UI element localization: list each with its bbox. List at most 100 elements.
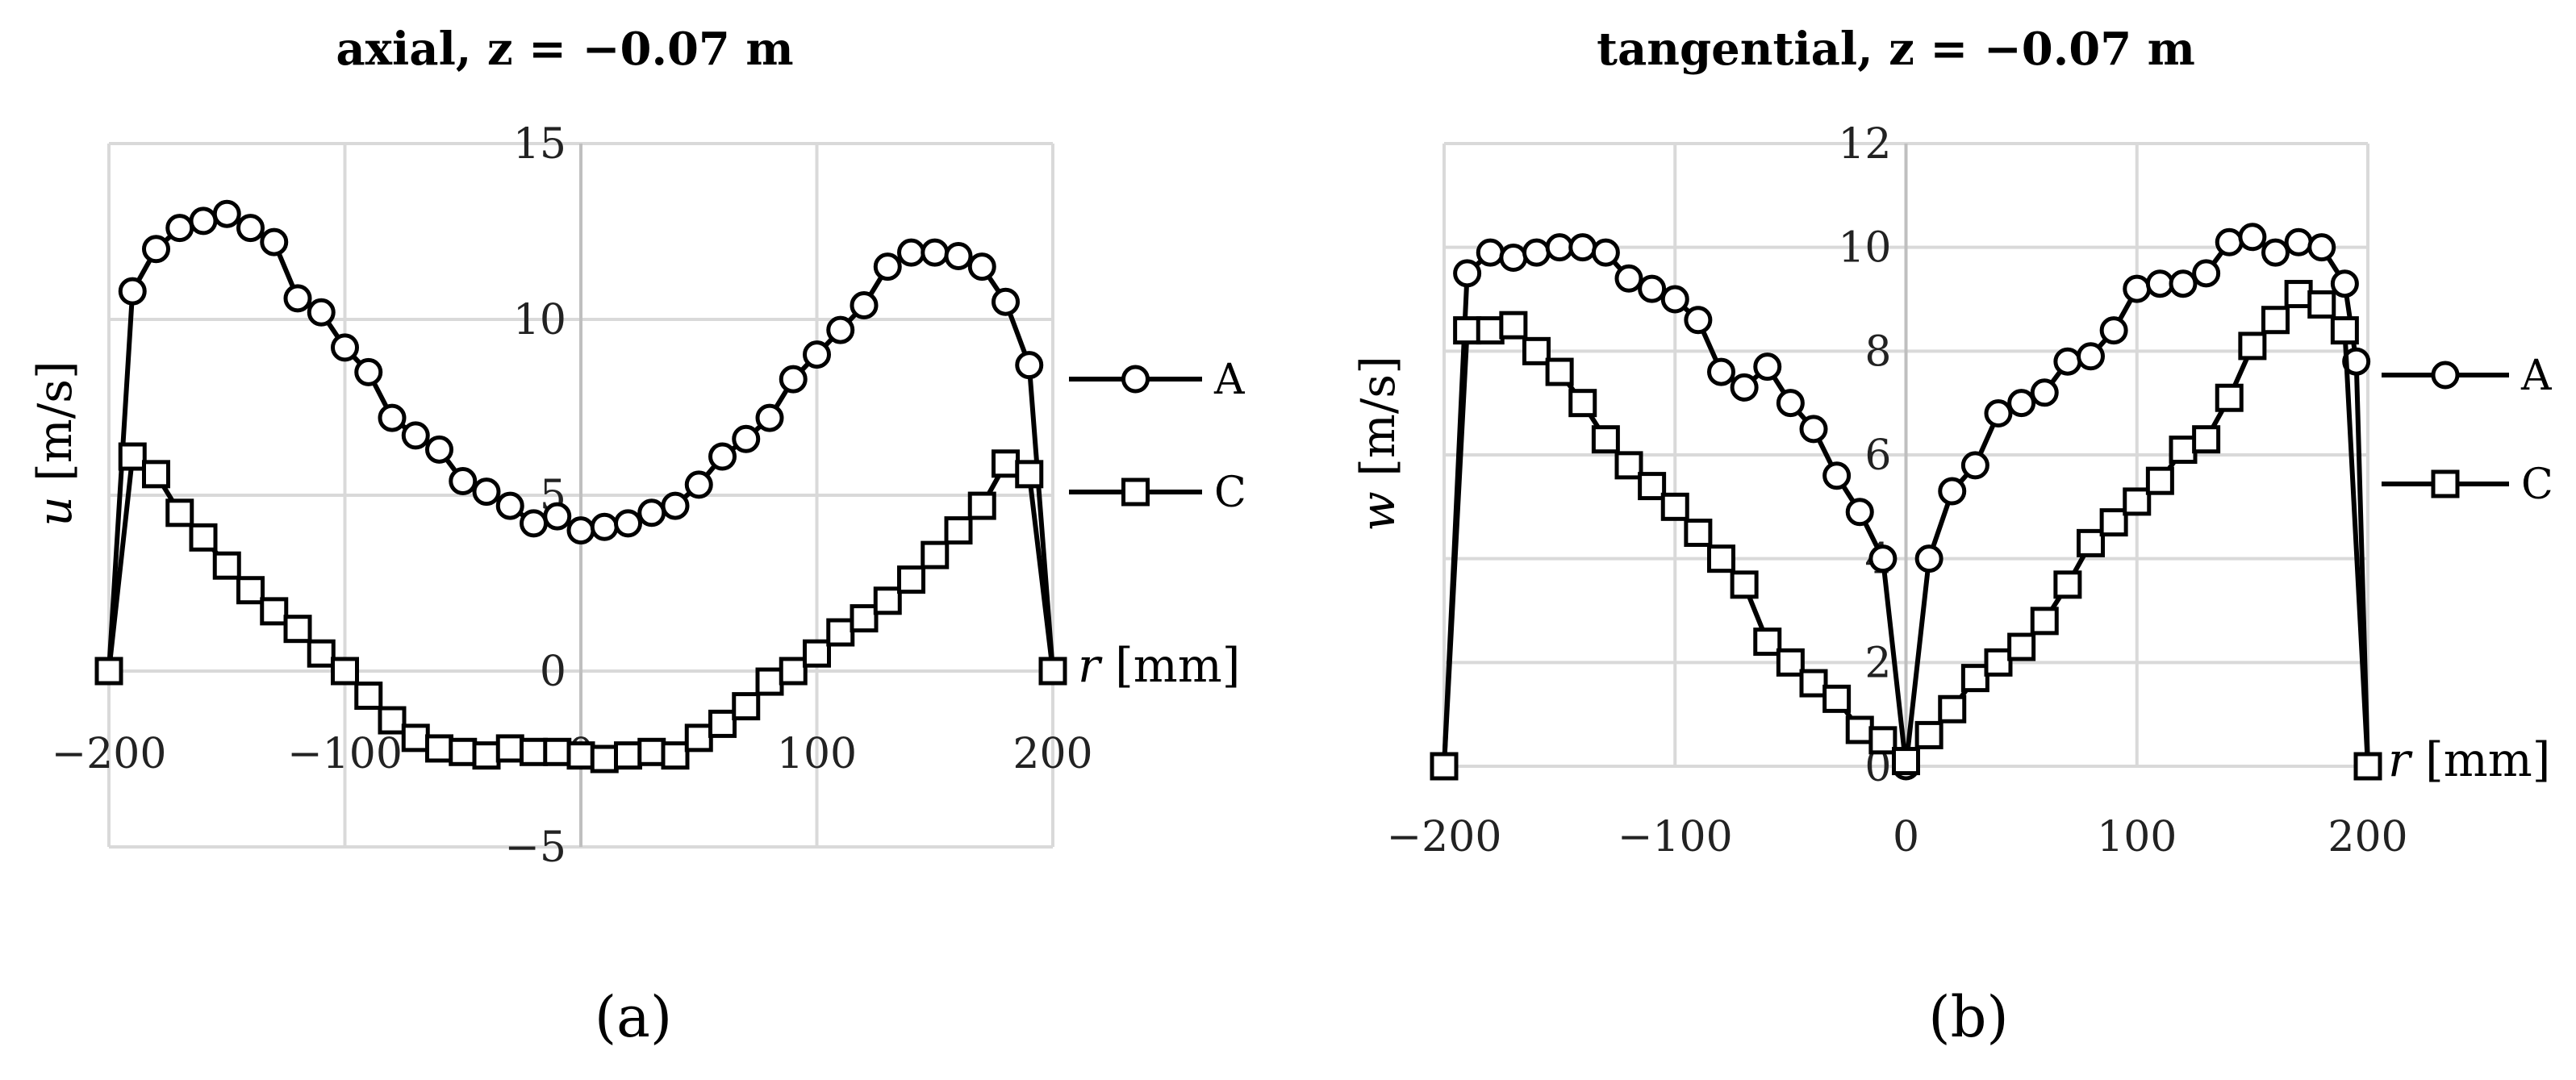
- point-b-C-21: [1914, 720, 1943, 749]
- point-a-A-6: [236, 214, 265, 243]
- point-a-C-21: [590, 744, 619, 774]
- point-b-A-34: [2215, 227, 2244, 256]
- point-a-C-12: [378, 706, 407, 735]
- point-a-A-14: [425, 435, 453, 464]
- y-tick-label-b-4: 8: [1864, 327, 1891, 376]
- point-a-C-40: [1038, 657, 1067, 686]
- point-b-C-0: [1430, 752, 1459, 781]
- point-b-C-11: [1684, 519, 1713, 547]
- point-a-C-37: [967, 491, 996, 520]
- point-b-C-12: [1707, 544, 1735, 573]
- point-a-C-24: [661, 741, 690, 770]
- point-b-A-3: [1499, 244, 1528, 273]
- point-a-C-5: [212, 551, 241, 580]
- point-a-C-4: [189, 523, 218, 552]
- point-a-C-22: [614, 741, 642, 770]
- point-b-C-31: [2145, 466, 2174, 495]
- point-a-A-28: [755, 403, 784, 432]
- point-a-C-25: [684, 723, 713, 753]
- point-b-C-36: [2261, 306, 2290, 335]
- point-a-C-36: [944, 516, 973, 545]
- point-a-A-12: [378, 403, 407, 432]
- chart-b-title: tangential, z = −0.07 m: [1597, 23, 2195, 76]
- point-a-A-25: [684, 470, 713, 499]
- point-b-C-13: [1730, 570, 1759, 599]
- point-b-A-31: [2145, 269, 2174, 298]
- y-axis-label-a: u [m/s]: [27, 361, 82, 526]
- point-a-A-9: [307, 298, 336, 327]
- point-b-C-29: [2099, 508, 2128, 537]
- y-tick-label-b-3: 6: [1864, 432, 1891, 480]
- legend-marker-a-A: [1121, 365, 1150, 394]
- point-a-A-7: [260, 227, 289, 256]
- point-a-A-2: [142, 235, 170, 264]
- point-b-C-26: [2030, 607, 2059, 636]
- point-a-C-39: [1015, 460, 1044, 489]
- x-tick-label-b-2: 0: [1893, 813, 1919, 861]
- x-axis-label-b: r [mm]: [2388, 732, 2550, 787]
- point-b-A-38: [2307, 233, 2336, 262]
- point-b-C-37: [2284, 280, 2313, 309]
- point-b-C-3: [1499, 311, 1528, 340]
- point-b-A-11: [1684, 306, 1713, 335]
- point-b-C-14: [1753, 628, 1782, 657]
- point-a-C-33: [873, 586, 902, 615]
- caption-b: (b): [1928, 984, 2008, 1050]
- point-b-A-22: [1938, 477, 1967, 506]
- point-a-A-26: [708, 442, 737, 471]
- point-a-C-20: [566, 741, 595, 770]
- point-b-C-27: [2053, 570, 2082, 599]
- y-axis-label-b: w [m/s]: [1351, 356, 1405, 532]
- point-a-A-16: [472, 477, 501, 507]
- x-tick-label-b-1: −100: [1618, 813, 1733, 861]
- caption-a: (a): [595, 984, 672, 1050]
- point-a-A-32: [850, 291, 879, 320]
- point-b-A-14: [1753, 352, 1782, 382]
- panel-a-axial: axial, z = −0.07 m −5051015−200−10001002…: [27, 23, 1246, 1050]
- point-b-A-33: [2192, 259, 2221, 288]
- point-a-C-1: [118, 442, 147, 471]
- y-tick-label-a-0: −5: [504, 824, 566, 872]
- point-a-A-17: [495, 491, 524, 520]
- point-b-A-26: [2030, 378, 2059, 407]
- point-b-C-19: [1868, 726, 1898, 755]
- y-axis-symbol-b: w: [1351, 491, 1405, 532]
- point-b-A-25: [2007, 389, 2036, 418]
- y-tick-label-a-1: 0: [540, 648, 566, 696]
- point-b-A-7: [1591, 238, 1620, 267]
- y-tick-label-b-1: 2: [1864, 639, 1891, 687]
- point-a-C-14: [425, 734, 453, 763]
- point-a-A-31: [826, 315, 855, 344]
- legend-label-b-C: C: [2521, 461, 2553, 509]
- point-a-C-27: [732, 692, 761, 721]
- point-b-C-38: [2307, 290, 2336, 319]
- point-b-A-21: [1914, 544, 1943, 573]
- point-b-C-35: [2238, 332, 2267, 361]
- point-a-C-29: [779, 657, 808, 686]
- point-a-A-38: [992, 287, 1020, 316]
- point-a-A-15: [449, 467, 478, 496]
- point-b-C-10: [1660, 492, 1689, 521]
- point-b-A-2: [1476, 238, 1505, 267]
- point-b-A-10: [1660, 285, 1689, 314]
- point-a-A-1: [118, 277, 147, 306]
- x-tick-label-b-4: 200: [2328, 813, 2407, 861]
- legend-marker-a-C: [1121, 477, 1150, 507]
- point-a-C-10: [331, 657, 359, 686]
- x-tick-label-a-0: −200: [52, 730, 167, 778]
- point-b-A-30: [2123, 274, 2152, 303]
- point-b-A-12: [1707, 357, 1735, 386]
- point-a-A-5: [212, 199, 241, 228]
- point-a-A-11: [354, 357, 383, 386]
- point-a-A-4: [189, 206, 218, 236]
- point-b-A-16: [1799, 415, 1828, 444]
- point-b-C-30: [2123, 487, 2152, 516]
- point-b-A-8: [1614, 264, 1643, 293]
- point-b-C-5: [1545, 357, 1574, 386]
- point-a-C-15: [449, 737, 478, 766]
- chart-a-title: axial, z = −0.07 m: [336, 23, 793, 76]
- point-a-C-17: [495, 734, 524, 763]
- point-b-C-16: [1799, 669, 1828, 698]
